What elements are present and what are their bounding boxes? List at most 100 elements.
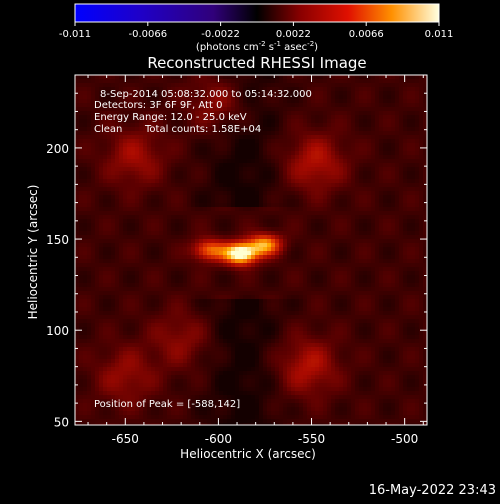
heatmap-cell [147, 79, 151, 83]
heatmap-cell [143, 227, 147, 231]
heatmap-cell [323, 103, 327, 107]
heatmap-cell [215, 203, 219, 207]
heatmap-cell [299, 295, 303, 299]
heatmap-cell [419, 235, 423, 239]
heatmap-cell [227, 235, 231, 239]
heatmap-cell [79, 255, 83, 259]
heatmap-cell [227, 251, 231, 255]
heatmap-cell [367, 275, 371, 279]
heatmap-cell [355, 91, 359, 95]
heatmap-cell [183, 183, 187, 187]
heatmap-cell [267, 171, 271, 175]
heatmap-cell [171, 203, 175, 207]
heatmap-cell [355, 83, 359, 87]
heatmap-cell [263, 123, 267, 127]
heatmap-cell [303, 103, 307, 107]
heatmap-cell [135, 167, 139, 171]
heatmap-cell [271, 295, 275, 299]
heatmap-cell [179, 139, 183, 143]
heatmap-cell [191, 299, 195, 303]
heatmap-cell [415, 279, 419, 283]
heatmap-cell [199, 187, 203, 191]
heatmap-cell [75, 207, 79, 211]
heatmap-cell [387, 147, 391, 151]
heatmap-cell [135, 263, 139, 267]
heatmap-cell [391, 103, 395, 107]
heatmap-cell [407, 175, 411, 179]
heatmap-cell [79, 87, 83, 91]
heatmap-cell [363, 147, 367, 151]
heatmap-cell [155, 219, 159, 223]
heatmap-cell [367, 255, 371, 259]
heatmap-cell [403, 103, 407, 107]
heatmap-cell [331, 275, 335, 279]
heatmap-cell [203, 175, 207, 179]
heatmap-cell [291, 155, 295, 159]
heatmap-cell [303, 251, 307, 255]
heatmap-cell [139, 295, 143, 299]
heatmap-cell [251, 151, 255, 155]
heatmap-cell [303, 83, 307, 87]
heatmap-cell [87, 119, 91, 123]
heatmap-cell [335, 99, 339, 103]
heatmap-cell [411, 99, 415, 103]
heatmap-cell [179, 211, 183, 215]
heatmap-cell [347, 207, 351, 211]
heatmap-cell [339, 187, 343, 191]
heatmap-cell [275, 275, 279, 279]
heatmap-cell [127, 83, 131, 87]
heatmap-cell [195, 219, 199, 223]
heatmap-cell [371, 75, 375, 79]
heatmap-cell [423, 139, 427, 143]
heatmap-cell [239, 275, 243, 279]
heatmap-cell [187, 243, 191, 247]
heatmap-cell [127, 287, 131, 291]
heatmap-cell [83, 227, 87, 231]
heatmap-cell [135, 191, 139, 195]
heatmap-cell [231, 143, 235, 147]
heatmap-cell [419, 91, 423, 95]
heatmap-cell [127, 263, 131, 267]
heatmap-cell [91, 231, 95, 235]
heatmap-cell [287, 179, 291, 183]
heatmap-cell [275, 283, 279, 287]
heatmap-cell [339, 119, 343, 123]
heatmap-cell [251, 187, 255, 191]
heatmap-cell [335, 111, 339, 115]
heatmap-cell [179, 215, 183, 219]
heatmap-cell [199, 263, 203, 267]
heatmap-cell [299, 207, 303, 211]
heatmap-cell [363, 115, 367, 119]
heatmap-cell [395, 283, 399, 287]
heatmap-cell [291, 239, 295, 243]
heatmap-cell [143, 291, 147, 295]
heatmap-cell [291, 271, 295, 275]
heatmap-cell [307, 255, 311, 259]
heatmap-cell [99, 251, 103, 255]
heatmap-cell [279, 183, 283, 187]
heatmap-cell [203, 231, 207, 235]
heatmap-cell [167, 299, 171, 303]
heatmap-cell [215, 231, 219, 235]
heatmap-cell [207, 159, 211, 163]
heatmap-cell [419, 175, 423, 179]
heatmap-cell [263, 207, 267, 211]
heatmap-cell [151, 279, 155, 283]
heatmap-cell [279, 119, 283, 123]
heatmap-cell [171, 167, 175, 171]
heatmap-cell [315, 295, 319, 299]
heatmap-cell [247, 291, 251, 295]
heatmap-cell [383, 255, 387, 259]
heatmap-cell [311, 283, 315, 287]
heatmap-cell [227, 291, 231, 295]
heatmap-cell [139, 171, 143, 175]
heatmap-cell [327, 99, 331, 103]
heatmap-cell [295, 79, 299, 83]
heatmap-cell [295, 143, 299, 147]
heatmap-cell [235, 259, 239, 263]
heatmap-cell [423, 287, 427, 291]
heatmap-cell [395, 195, 399, 199]
heatmap-cell [375, 235, 379, 239]
heatmap-cell [403, 155, 407, 159]
heatmap-cell [343, 259, 347, 263]
